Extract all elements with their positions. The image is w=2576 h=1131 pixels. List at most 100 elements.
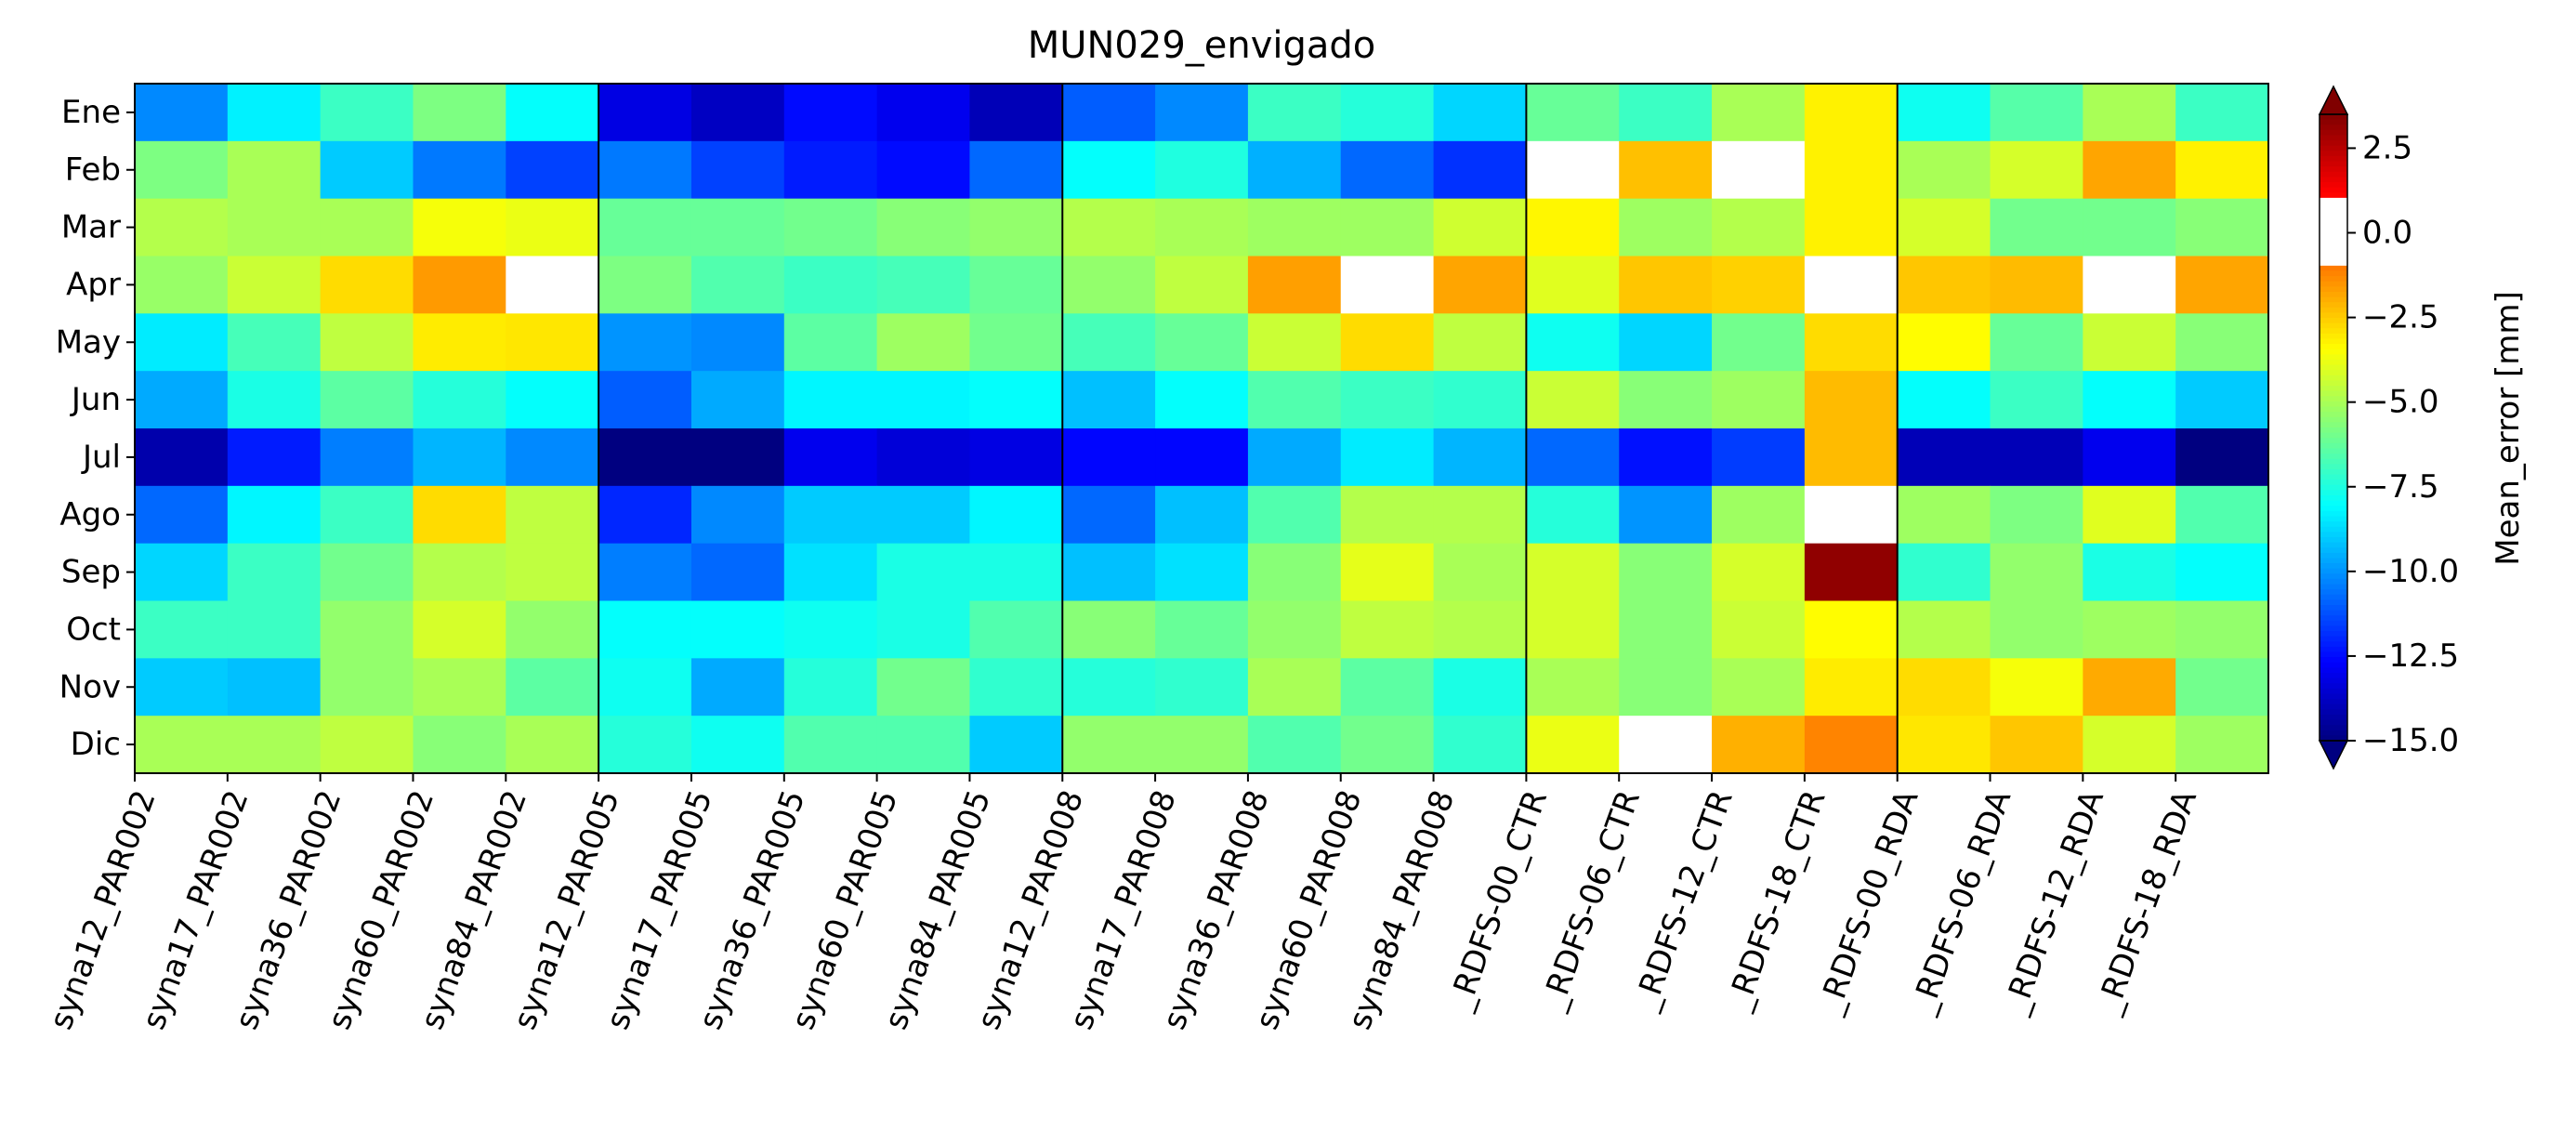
heatmap-cell bbox=[783, 313, 878, 372]
colorbar-segment bbox=[2320, 464, 2347, 470]
heatmap-cell bbox=[1062, 313, 1156, 372]
heatmap-cell bbox=[1990, 84, 2083, 142]
heatmap-cell bbox=[1990, 371, 2083, 429]
heatmap-cell bbox=[1804, 600, 1899, 659]
colorbar-segment bbox=[2320, 171, 2347, 178]
heatmap-cell bbox=[1155, 428, 1249, 487]
heatmap-cell bbox=[1247, 716, 1342, 774]
heatmap-cell bbox=[783, 140, 878, 200]
heatmap-cell bbox=[1619, 198, 1713, 257]
colorbar-segment bbox=[2320, 484, 2347, 492]
heatmap-cell bbox=[1712, 428, 1806, 487]
heatmap-cell bbox=[1897, 84, 1991, 142]
colorbar-segment bbox=[2320, 155, 2347, 163]
colorbar-segment bbox=[2320, 573, 2347, 580]
heatmap-cell bbox=[1712, 84, 1806, 142]
heatmap-cell bbox=[320, 658, 414, 717]
heatmap-cell bbox=[2083, 658, 2176, 717]
heatmap-cell bbox=[1897, 313, 1991, 372]
heatmap-cell bbox=[2083, 543, 2176, 602]
heatmap-cell bbox=[1433, 313, 1527, 372]
heatmap-cell bbox=[1619, 658, 1713, 717]
colorbar-segment bbox=[2320, 547, 2347, 554]
colorbar-segment bbox=[2320, 480, 2347, 486]
heatmap-cell bbox=[1526, 543, 1620, 602]
heatmap-cell bbox=[135, 313, 229, 372]
heatmap-cell bbox=[969, 256, 1063, 314]
colorbar-segment bbox=[2320, 218, 2347, 225]
heatmap-cell bbox=[1340, 84, 1435, 142]
colorbar-tick-label: −15.0 bbox=[2362, 722, 2459, 759]
heatmap-cell bbox=[876, 140, 971, 200]
heatmap-cell bbox=[876, 485, 971, 545]
heatmap-cell bbox=[1990, 485, 2083, 545]
heatmap-cell bbox=[1990, 600, 2083, 659]
heatmap-cell bbox=[2083, 84, 2176, 142]
colorbar-segment bbox=[2320, 599, 2347, 606]
heatmap-cell bbox=[135, 140, 229, 200]
colorbar-segment bbox=[2320, 281, 2347, 288]
colorbar-segment bbox=[2320, 328, 2347, 335]
colorbar-extend-min bbox=[2318, 740, 2349, 770]
heatmap-cell bbox=[506, 84, 599, 142]
heatmap-cell bbox=[783, 485, 878, 545]
heatmap-cell bbox=[1712, 198, 1806, 257]
colorbar-segment bbox=[2320, 604, 2347, 612]
heatmap-cell bbox=[1804, 371, 1899, 429]
heatmap-cell bbox=[876, 256, 971, 314]
heatmap-cell bbox=[1619, 600, 1713, 659]
heatmap-cell bbox=[1526, 256, 1620, 314]
colorbar-segment bbox=[2320, 359, 2347, 366]
colorbar-segment bbox=[2320, 442, 2347, 450]
heatmap-cell bbox=[1619, 256, 1713, 314]
heatmap-cell bbox=[2175, 313, 2269, 372]
heatmap-cell bbox=[690, 313, 785, 372]
heatmap-cell bbox=[1433, 658, 1527, 717]
x-tick-label: _RDFS-00_CTR bbox=[1440, 785, 1555, 1016]
heatmap-cell bbox=[227, 198, 322, 257]
heatmap-cell bbox=[135, 428, 229, 487]
heatmap-cell bbox=[1247, 428, 1342, 487]
heatmap-cell bbox=[1897, 658, 1991, 717]
heatmap-cell bbox=[2083, 256, 2176, 314]
heatmap-cell bbox=[1340, 140, 1435, 200]
heatmap-cell bbox=[2175, 428, 2269, 487]
heatmap-cell bbox=[506, 140, 599, 200]
heatmap-cell bbox=[1433, 198, 1527, 257]
heatmap-cell bbox=[1062, 716, 1156, 774]
heatmap-cell bbox=[1340, 428, 1435, 487]
y-tick-label: Jul bbox=[81, 439, 121, 476]
heatmap-cell bbox=[1155, 140, 1249, 200]
heatmap-cell bbox=[1155, 84, 1249, 142]
heatmap-cell bbox=[227, 371, 322, 429]
colorbar-segment bbox=[2320, 594, 2347, 601]
heatmap-cell bbox=[598, 371, 692, 429]
x-tick-label: _RDFS-12_CTR bbox=[1626, 785, 1741, 1016]
heatmap-cell bbox=[598, 543, 692, 602]
colorbar-segment bbox=[2320, 401, 2347, 408]
heatmap-cell bbox=[1247, 485, 1342, 545]
heatmap-cell bbox=[1990, 198, 2083, 257]
heatmap-cell bbox=[1804, 140, 1899, 200]
colorbar-tick-label: −2.5 bbox=[2362, 299, 2439, 336]
heatmap-cell bbox=[1619, 140, 1713, 200]
y-tick-label: Dic bbox=[71, 726, 121, 763]
heatmap-cell bbox=[690, 600, 785, 659]
colorbar-segment bbox=[2320, 234, 2347, 241]
colorbar-segment bbox=[2320, 250, 2347, 256]
heatmap-cell bbox=[2175, 371, 2269, 429]
y-tick-label: Sep bbox=[61, 554, 121, 591]
heatmap-cell bbox=[1897, 428, 1991, 487]
colorbar-segment bbox=[2320, 532, 2347, 538]
heatmap-cell bbox=[1062, 600, 1156, 659]
heatmap-cell bbox=[1155, 658, 1249, 717]
colorbar-segment bbox=[2320, 333, 2347, 340]
group-separators bbox=[598, 84, 1899, 773]
colorbar-segment bbox=[2320, 651, 2347, 658]
heatmap-cell bbox=[969, 371, 1063, 429]
heatmap-cell bbox=[1897, 256, 1991, 314]
colorbar-segment bbox=[2320, 291, 2347, 298]
heatmap-cell bbox=[1062, 658, 1156, 717]
colorbar-segment bbox=[2320, 719, 2347, 726]
